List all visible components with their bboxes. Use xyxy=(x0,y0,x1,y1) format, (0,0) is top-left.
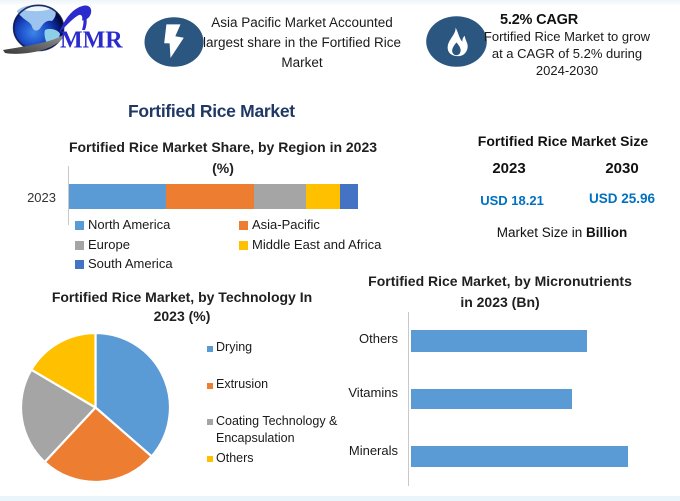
svg-text:MMR: MMR xyxy=(60,28,123,54)
